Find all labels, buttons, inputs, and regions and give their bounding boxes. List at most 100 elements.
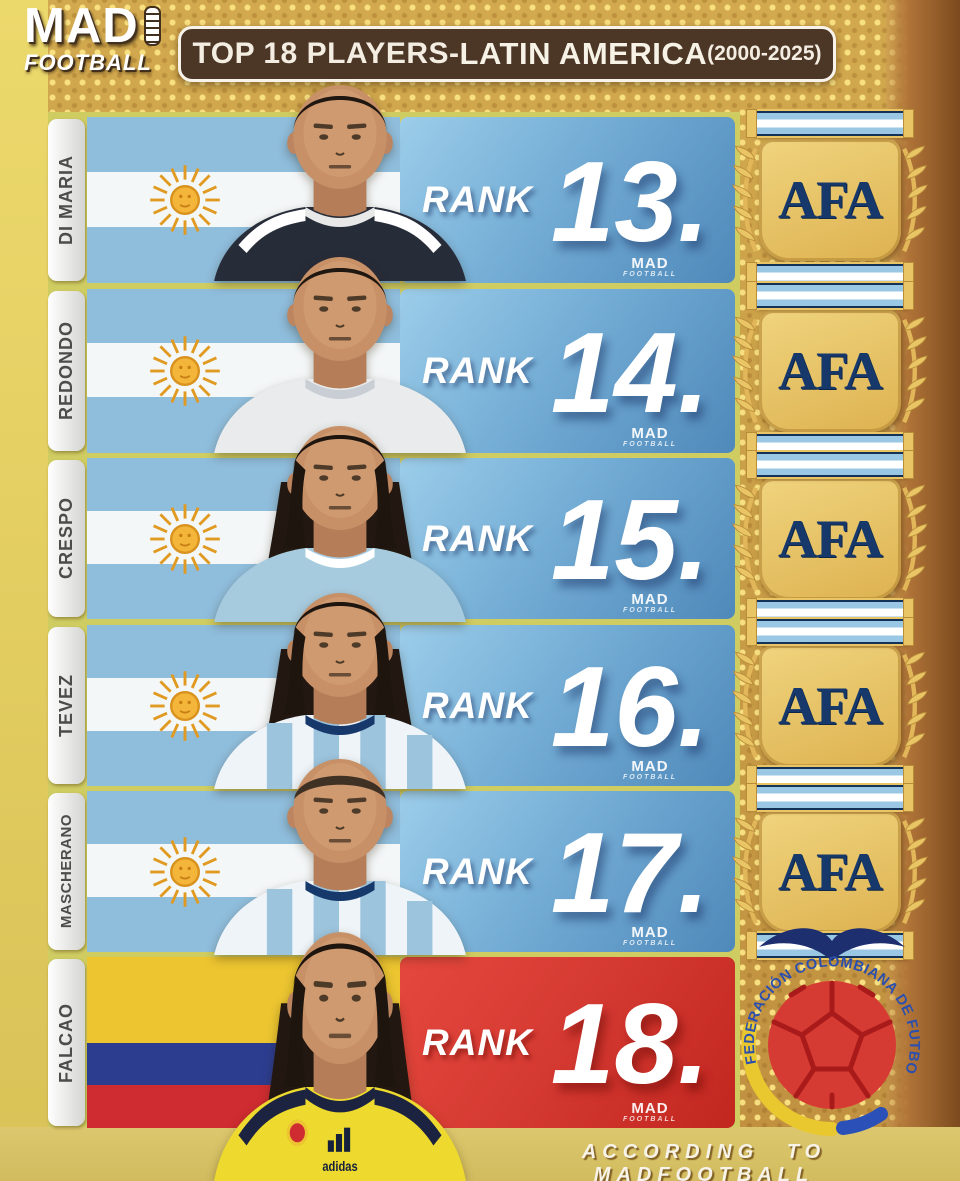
afa-monogram: AFA xyxy=(778,170,883,230)
player-row: REDONDO xyxy=(48,257,935,461)
afa-flag-bar-top xyxy=(746,281,914,310)
jersey-collar xyxy=(305,1087,375,1113)
shoulder-stripes xyxy=(238,209,442,253)
afa-logo: AFA xyxy=(725,617,935,794)
player-photo xyxy=(214,426,466,622)
buzz-hair xyxy=(294,775,386,799)
player-photo xyxy=(214,257,466,453)
player-name: CRESPO xyxy=(56,497,76,580)
laurel-right-icon xyxy=(902,316,928,424)
mad-watermark: MAD FOOTBALL xyxy=(622,924,678,947)
laurel-left-icon xyxy=(732,316,758,424)
sun-of-may-icon xyxy=(150,503,220,574)
afa-flag-bar-top xyxy=(746,783,914,812)
country-flag xyxy=(87,117,400,283)
mad-watermark: MAD FOOTBALL xyxy=(622,758,678,781)
rank-label: RANK xyxy=(422,850,533,892)
player-row: MASCHERANO xyxy=(48,759,935,960)
afa-shield: AFA xyxy=(759,310,901,432)
player-name: REDONDO xyxy=(56,321,76,421)
rank-panel: RANK 13. MAD FOOTBALL xyxy=(400,117,735,283)
brand-mad-text: MAD xyxy=(24,0,139,53)
sun-of-may-icon xyxy=(150,165,220,235)
player-name-tab: FALCAO xyxy=(48,959,85,1126)
rank-label: RANK xyxy=(422,1021,533,1063)
rank-panel: RANK 17. MAD FOOTBALL xyxy=(400,791,735,952)
afa-logo: AFA xyxy=(725,783,935,960)
jersey-collar xyxy=(305,881,375,901)
left-gold-strip xyxy=(0,0,48,1181)
colombia-jersey-details: adidas xyxy=(238,1089,442,1174)
rank-label: RANK xyxy=(422,517,533,559)
afa-flag-bar-top xyxy=(746,450,914,479)
fcf-logo: FEDERACIÓN COLOMBIANA DE FUTBOL xyxy=(724,905,935,1157)
afa-flag-bar-top xyxy=(746,109,914,138)
mad-watermark: MAD FOOTBALL xyxy=(622,425,678,448)
jersey-collar xyxy=(305,715,375,735)
argentina-flag xyxy=(87,117,400,283)
jersey xyxy=(214,379,466,453)
player-photo xyxy=(214,85,466,281)
long-hair-front xyxy=(283,943,397,1088)
player-name: MASCHERANO xyxy=(58,814,75,929)
title-banner: TOP 18 PLAYERS- LATIN AMERICA (2000-2025… xyxy=(178,26,836,82)
jersey xyxy=(214,548,466,622)
mad-watermark: MAD FOOTBALL xyxy=(622,591,678,614)
afa-monogram: AFA xyxy=(778,841,883,902)
player-name: TEVEZ xyxy=(56,673,76,737)
afa-logo: AFA xyxy=(725,109,935,291)
rank-number: 16. xyxy=(550,644,710,772)
soccer-ball-icon: FEDERACIÓN COLOMBIANA DE FUTBOL xyxy=(724,905,922,1136)
rank-number: 15. xyxy=(550,477,710,605)
brand-football-text: FOOTBALL xyxy=(24,50,152,75)
rank-panel: RANK 14. MAD FOOTBALL xyxy=(400,289,735,453)
player-row: CRESPO xyxy=(48,426,935,627)
player-photo xyxy=(214,759,466,955)
laurel-left-icon xyxy=(732,651,758,758)
laurel-right-icon xyxy=(902,817,928,924)
player-row: TEVEZ xyxy=(48,593,935,794)
rank-panel: RANK 15. MAD FOOTBALL xyxy=(400,458,735,619)
player-name-tab: DI MARIA xyxy=(48,119,85,281)
afa-shield: AFA xyxy=(759,139,901,261)
jersey-collar xyxy=(305,207,375,227)
player-name-tab: CRESPO xyxy=(48,460,85,617)
afa-logo: AFA xyxy=(725,281,935,461)
facial-features xyxy=(313,295,367,341)
rank-number: 17. xyxy=(550,810,710,938)
footer-credit: ACCORDING TO MADFOOTBALL xyxy=(581,1141,827,1181)
rank-label: RANK xyxy=(422,684,533,726)
afa-logo: AFA xyxy=(725,450,935,627)
laurel-right-icon xyxy=(902,145,928,253)
laurel-left-icon xyxy=(732,817,758,924)
player-name-tab: TEVEZ xyxy=(48,627,85,784)
jersey-brand: adidas xyxy=(322,1159,357,1174)
condor-wings-icon xyxy=(759,928,905,961)
player-name: FALCAO xyxy=(56,1002,76,1083)
facial-features xyxy=(313,797,367,843)
laurel-right-icon xyxy=(902,651,928,758)
laurel-left-icon xyxy=(732,484,758,591)
player-photo: adidas xyxy=(214,932,466,1181)
rank-label: RANK xyxy=(422,350,533,391)
title-years: (2000-2025) xyxy=(707,42,822,65)
sun-of-may-icon xyxy=(150,336,220,406)
title-highlight: LATIN AMERICA xyxy=(459,36,708,71)
rank-number: 18. xyxy=(550,981,710,1109)
afa-flag-bar-top xyxy=(746,617,914,646)
afa-shield: AFA xyxy=(759,644,901,767)
afa-monogram: AFA xyxy=(778,675,883,736)
laurel-right-icon xyxy=(902,484,928,591)
sun-of-may-icon xyxy=(150,836,220,907)
rank-label: RANK xyxy=(422,179,533,220)
brand-logo: MAD FOOTBALL xyxy=(24,2,161,74)
facial-features xyxy=(313,631,367,677)
player-name-tab: MASCHERANO xyxy=(48,793,85,950)
afa-shield: AFA xyxy=(759,477,901,600)
sun-of-may-icon xyxy=(150,670,220,741)
player-row: DI MARIA xyxy=(48,85,935,291)
laurel-left-icon xyxy=(732,145,758,253)
title-main: TOP 18 PLAYERS- xyxy=(192,37,460,70)
player-photo xyxy=(214,593,466,789)
